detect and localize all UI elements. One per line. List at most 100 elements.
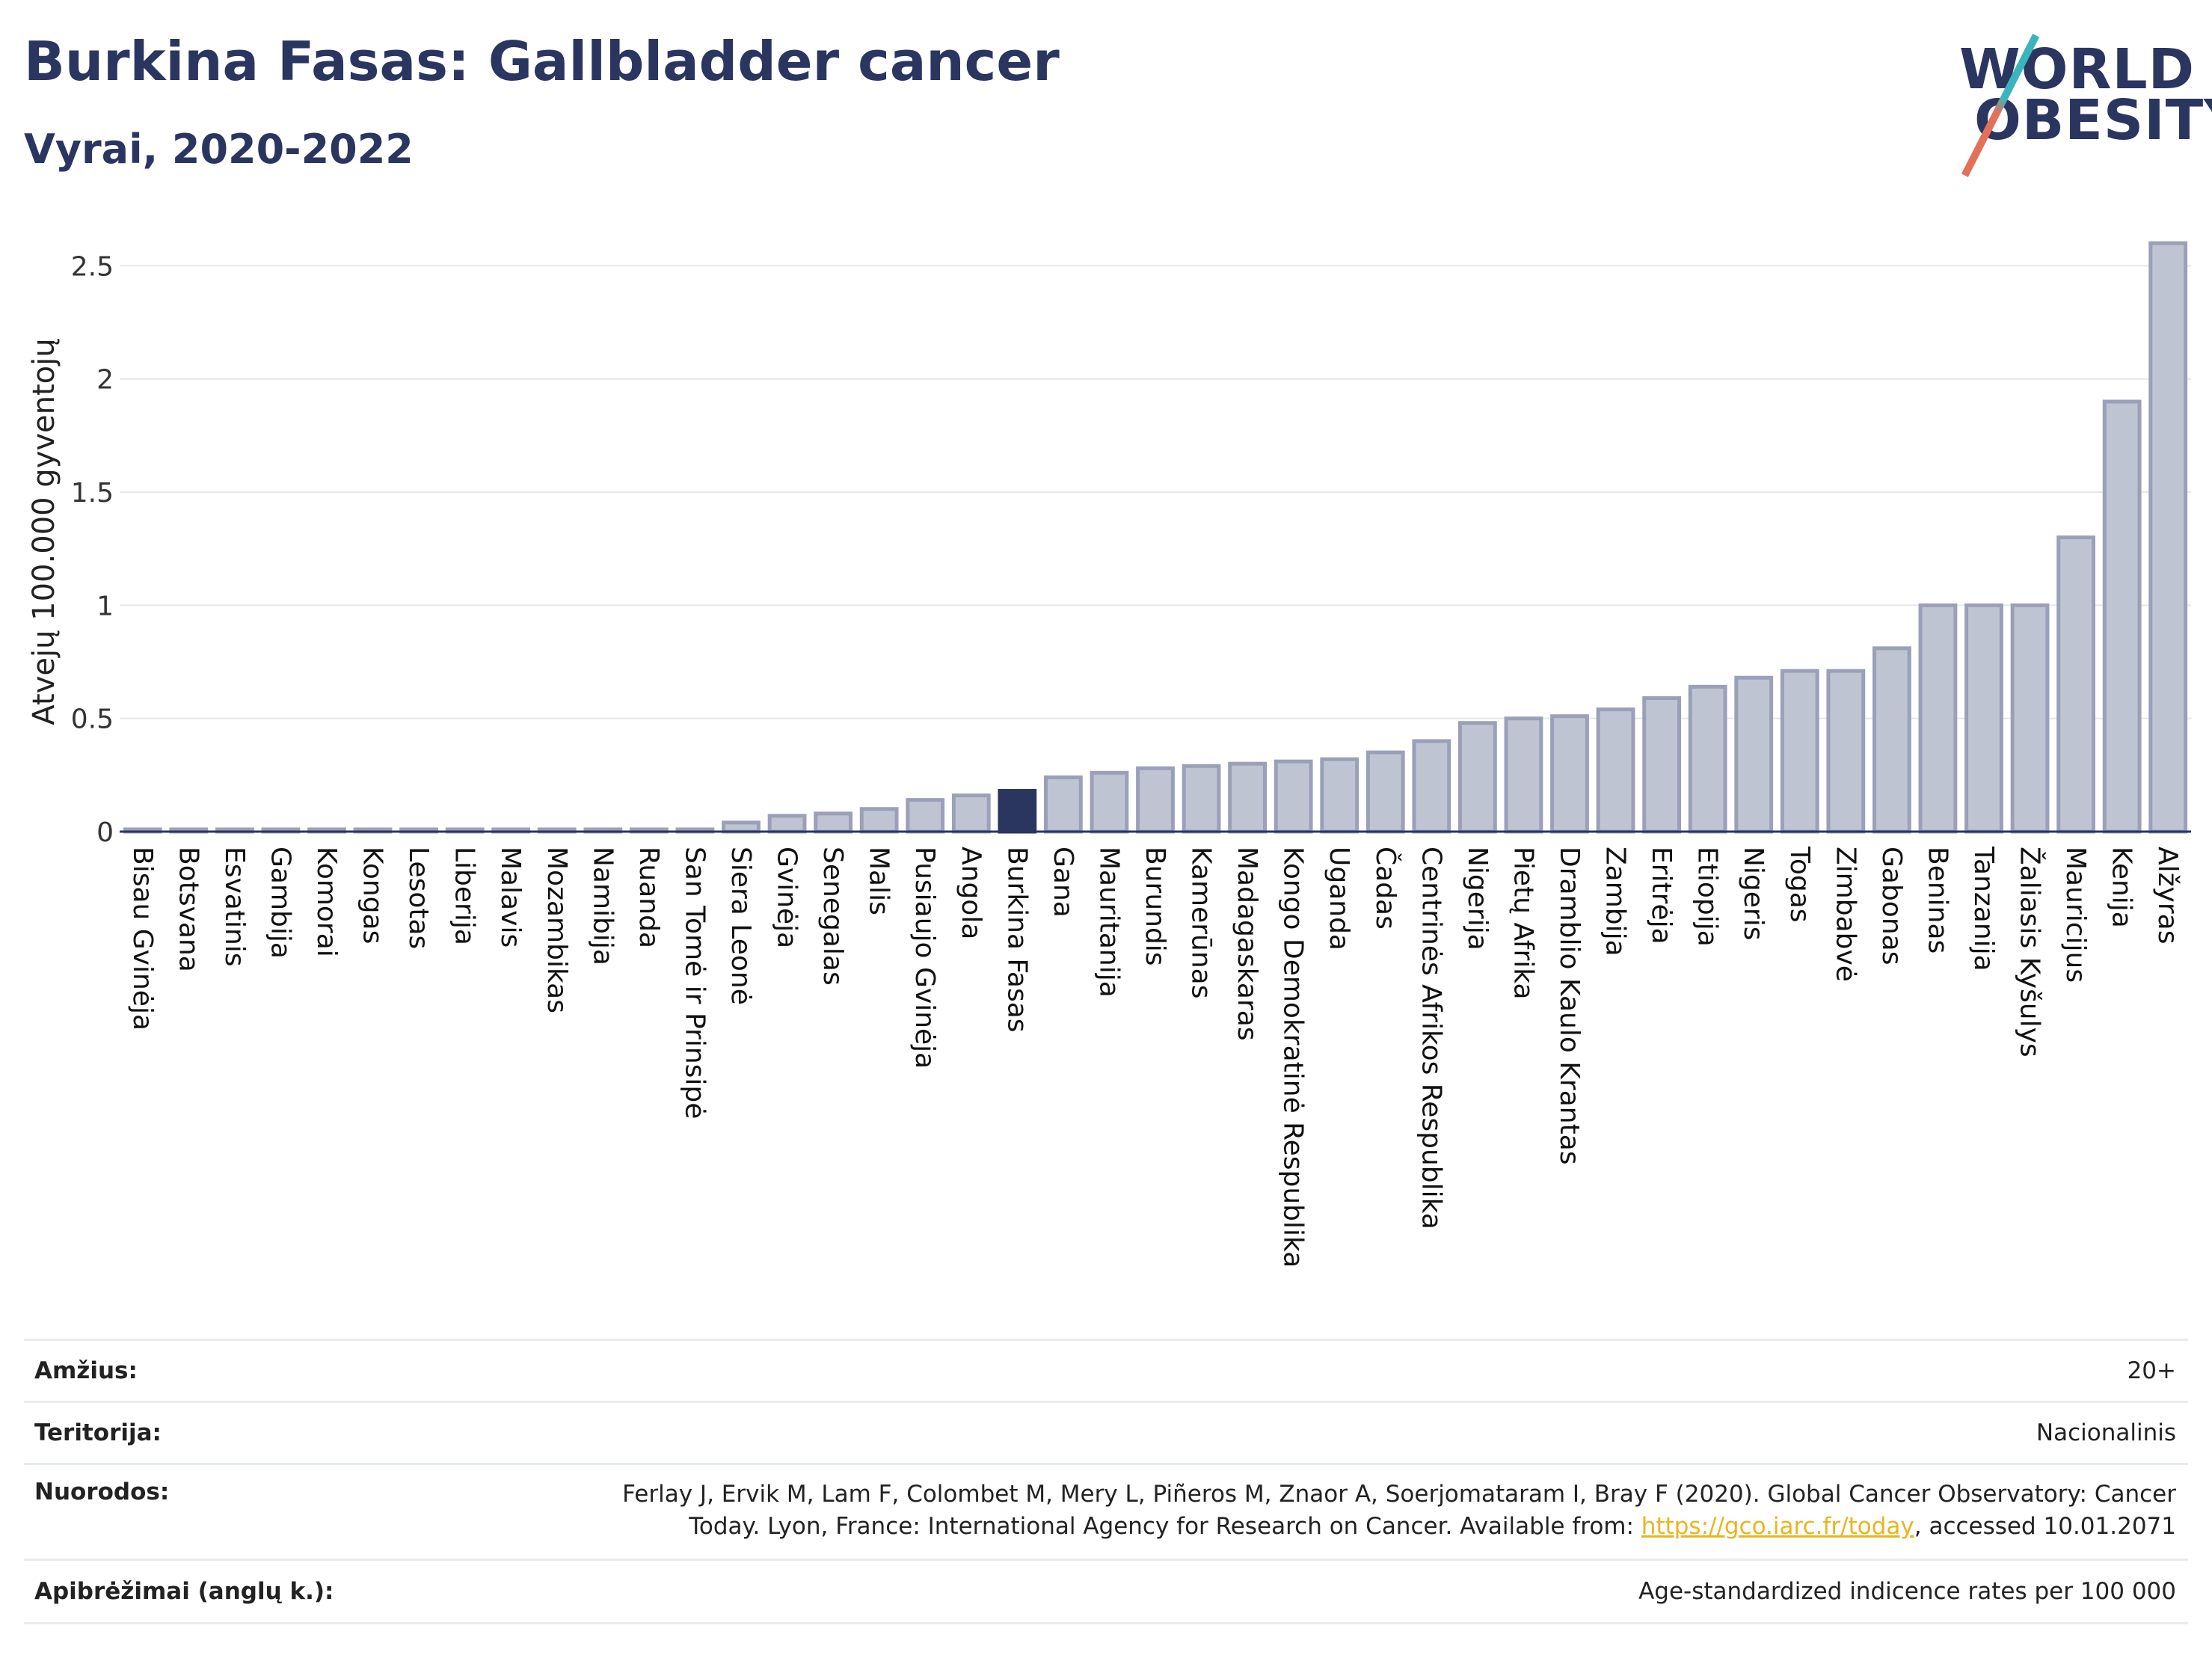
bar [1964, 603, 2003, 834]
age-label: Amžius: [34, 1357, 138, 1384]
bar [2056, 535, 2096, 834]
y-tick-label: 1.5 [71, 478, 114, 509]
x-tick-label: Namibija [587, 847, 618, 965]
x-tick-label: Madagaskaras [1232, 847, 1262, 1041]
x-tick-label: Eritrėja [1646, 847, 1677, 945]
bar [1872, 646, 1911, 834]
bar [1365, 750, 1405, 834]
x-tick-label: Botsvana [173, 847, 203, 972]
bar [1043, 775, 1083, 834]
bar [1136, 766, 1175, 834]
x-tick-label: Uganda [1324, 847, 1354, 951]
x-tick-label: Liberija [449, 847, 480, 945]
x-tick-label: Zambija [1600, 847, 1631, 957]
x-tick-label: Senegalas [817, 847, 848, 986]
world-obesity-logo: WORLD OBESITY [1952, 30, 2212, 177]
bar [1457, 721, 1497, 834]
x-tick-label: San Tomė ir Prinsipė [679, 847, 710, 1119]
bar [1504, 716, 1543, 834]
bar [1596, 707, 1635, 834]
x-tick-label: Dramblio Kaulo Krantas [1554, 847, 1585, 1165]
x-tick-label: Kongas [357, 847, 388, 944]
x-tick-label: Tanzanija [1968, 846, 1999, 971]
x-tick-label: Zimbabvė [1830, 847, 1861, 982]
x-tick-label: Žaliasis Kyšulys [2015, 847, 2046, 1057]
references-label: Nuorodos: [34, 1479, 170, 1505]
references-line-1: Ferlay J, Ervik M, Lam F, Colombet M, Me… [622, 1481, 2176, 1508]
bar [1412, 739, 1451, 834]
x-tick-label: Mauritanija [1093, 847, 1124, 998]
bar [1918, 603, 1958, 834]
age-value: 20+ [2127, 1357, 2176, 1384]
x-tick-label: Mozambikas [541, 847, 572, 1013]
x-tick-label: Esvatinis [219, 847, 250, 967]
references-line-2: Today. Lyon, France: International Agenc… [689, 1513, 1641, 1540]
x-tick-label: Gana [1048, 847, 1078, 918]
x-tick-label: Gambija [265, 847, 295, 959]
bar [1182, 764, 1221, 834]
references-value: Ferlay J, Ervik M, Lam F, Colombet M, Me… [622, 1465, 2188, 1543]
bar [906, 798, 945, 834]
y-tick-label: 2 [96, 365, 114, 396]
x-tick-label: Centrinės Afrikos Respublika [1416, 847, 1446, 1229]
bar [722, 820, 761, 834]
logo-line-1: WORLD [1959, 37, 2196, 102]
x-tick-label: Togas [1784, 846, 1815, 923]
page-subtitle: Vyrai, 2020-2022 [24, 126, 414, 173]
x-tick-label: Nigerija [1462, 847, 1493, 951]
info-row-age: Amžius: 20+ [24, 1339, 2188, 1401]
y-axis-label: Atvejų 100.000 gyventojų [27, 338, 61, 725]
bar [1320, 757, 1360, 834]
bar [951, 793, 991, 834]
page-title: Burkina Fasas: Gallbladder cancer [24, 30, 1060, 93]
bar-chart: 0 0.5 1 1.5 2 2.5 Atvejų 100.000 gyventojų Bisa… [27, 241, 2191, 1268]
x-tick-label: Kongo Demokratinė Respublika [1278, 847, 1309, 1268]
bar [767, 814, 807, 834]
x-tick-label: Ruanda [633, 847, 664, 948]
info-row-references: Nuorodos: Ferlay J, Ervik M, Lam F, Colo… [24, 1463, 2188, 1559]
logo-line-2: OBESITY [1974, 88, 2212, 153]
x-tick-label: Mauricijus [2060, 847, 2091, 983]
x-tick-label: Kamerūnas [1186, 847, 1217, 999]
territory-value: Nacionalinis [2036, 1419, 2176, 1446]
y-tick-label: 2.5 [71, 251, 114, 282]
bar [1228, 761, 1268, 834]
x-tick-label: Kenija [2107, 847, 2137, 928]
x-tick-label: Alžyras [2152, 847, 2183, 944]
bar [1642, 696, 1682, 834]
x-tick-label: Burundis [1140, 847, 1170, 966]
bar [1550, 714, 1589, 834]
x-tick-label: Beninas [1922, 847, 1953, 954]
x-tick-label: Burkina Fasas [1001, 847, 1032, 1033]
bar [814, 811, 853, 834]
x-tick-label: Siera Leonė [725, 847, 756, 1005]
x-tick-label: Bisau Gvinėja [127, 847, 158, 1031]
definitions-label: Apibrėžimai (anglų k.): [34, 1578, 334, 1605]
x-tick-label: Etiopija [1692, 847, 1723, 947]
bar [2102, 399, 2142, 834]
bar [1274, 759, 1313, 834]
x-tick-label: Malis [864, 847, 894, 915]
x-tick-label: Gabonas [1876, 847, 1907, 965]
y-tick-label: 0.5 [71, 704, 114, 735]
x-tick-label: Pusiaujo Gvinėja [909, 847, 940, 1069]
bar [1090, 770, 1129, 834]
x-tick-label: Malavis [495, 847, 526, 948]
bar [1826, 669, 1866, 834]
y-tick-label: 0 [96, 817, 114, 848]
x-tick-label: Nigeris [1738, 847, 1769, 941]
x-tick-label: Čadas [1370, 847, 1401, 930]
y-tick-label: 1 [96, 591, 114, 621]
x-tick-label: Gvinėja [772, 847, 802, 948]
info-row-definitions: Apibrėžimai (anglų k.): Age-standardized… [24, 1559, 2188, 1624]
x-tick-label: Angola [956, 847, 986, 939]
references-link[interactable]: https://gco.iarc.fr/today [1641, 1513, 1914, 1540]
x-tick-label: Lesotas [403, 847, 434, 949]
bar-highlight [998, 789, 1037, 834]
definitions-value: Age-standardized indicence rates per 100… [1638, 1578, 2176, 1605]
info-row-territory: Teritorija: Nacionalinis [24, 1401, 2188, 1463]
x-tick-label: Komorai [311, 847, 342, 957]
bar [859, 807, 899, 834]
references-accessed: , accessed 10.01.2071 [1914, 1513, 2176, 1540]
x-tick-label: Pietų Afrika [1508, 847, 1538, 1000]
